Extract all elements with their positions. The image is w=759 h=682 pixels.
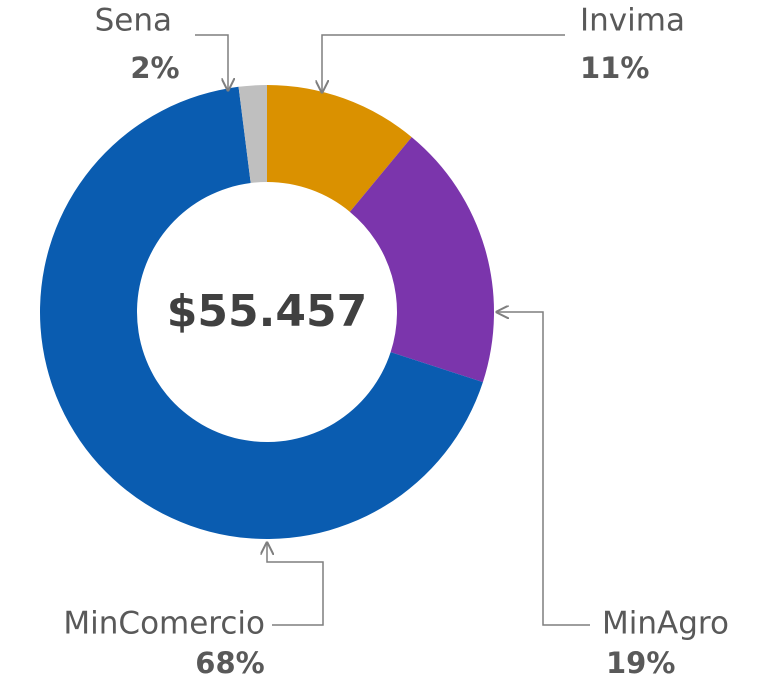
leader-line bbox=[267, 543, 324, 626]
donut-segment bbox=[349, 137, 494, 383]
center-label: $55.457 bbox=[167, 286, 367, 337]
category-label: Invima bbox=[580, 3, 685, 39]
value-label: 19% bbox=[606, 646, 675, 680]
leader-line bbox=[322, 34, 565, 92]
category-label: MinAgro bbox=[602, 606, 729, 642]
donut-segment bbox=[39, 86, 483, 539]
value-label: 11% bbox=[580, 51, 649, 85]
donut-segment bbox=[267, 85, 412, 212]
leader-line bbox=[195, 34, 228, 90]
category-label: Sena bbox=[95, 3, 172, 39]
value-label: 68% bbox=[195, 646, 264, 680]
donut bbox=[39, 85, 494, 539]
donut-segment bbox=[238, 85, 267, 184]
category-label: MinComercio bbox=[63, 606, 265, 642]
leader-line bbox=[497, 312, 590, 626]
value-label: 2% bbox=[130, 51, 179, 85]
